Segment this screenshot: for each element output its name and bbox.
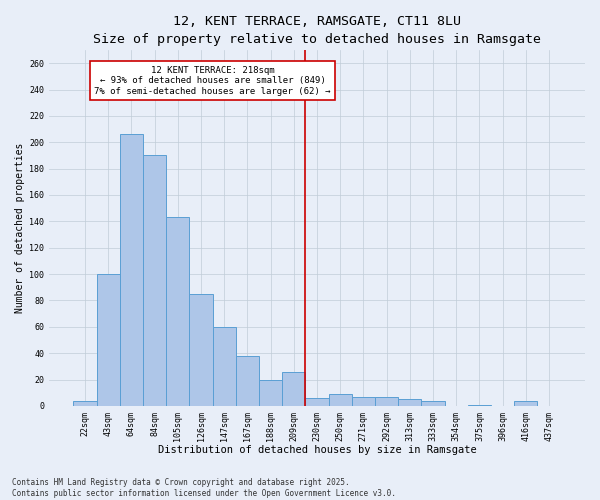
Text: Contains HM Land Registry data © Crown copyright and database right 2025.
Contai: Contains HM Land Registry data © Crown c… [12, 478, 396, 498]
Bar [120, 134, 143, 406]
Bar [143, 156, 166, 406]
Bar [421, 400, 445, 406]
Bar [329, 394, 352, 406]
X-axis label: Distribution of detached houses by size in Ramsgate: Distribution of detached houses by size … [158, 445, 476, 455]
Title: 12, KENT TERRACE, RAMSGATE, CT11 8LU
Size of property relative to detached house: 12, KENT TERRACE, RAMSGATE, CT11 8LU Siz… [93, 15, 541, 46]
Bar [282, 372, 305, 406]
Bar [190, 294, 212, 406]
Bar [166, 218, 190, 406]
Bar [97, 274, 120, 406]
Bar [73, 400, 97, 406]
Bar [212, 327, 236, 406]
Bar [259, 380, 282, 406]
Bar [398, 400, 421, 406]
Text: 12 KENT TERRACE: 218sqm
← 93% of detached houses are smaller (849)
7% of semi-de: 12 KENT TERRACE: 218sqm ← 93% of detache… [94, 66, 331, 96]
Bar [468, 404, 491, 406]
Y-axis label: Number of detached properties: Number of detached properties [15, 143, 25, 313]
Bar [514, 400, 538, 406]
Bar [305, 398, 329, 406]
Bar [375, 396, 398, 406]
Bar [236, 356, 259, 406]
Bar [352, 396, 375, 406]
